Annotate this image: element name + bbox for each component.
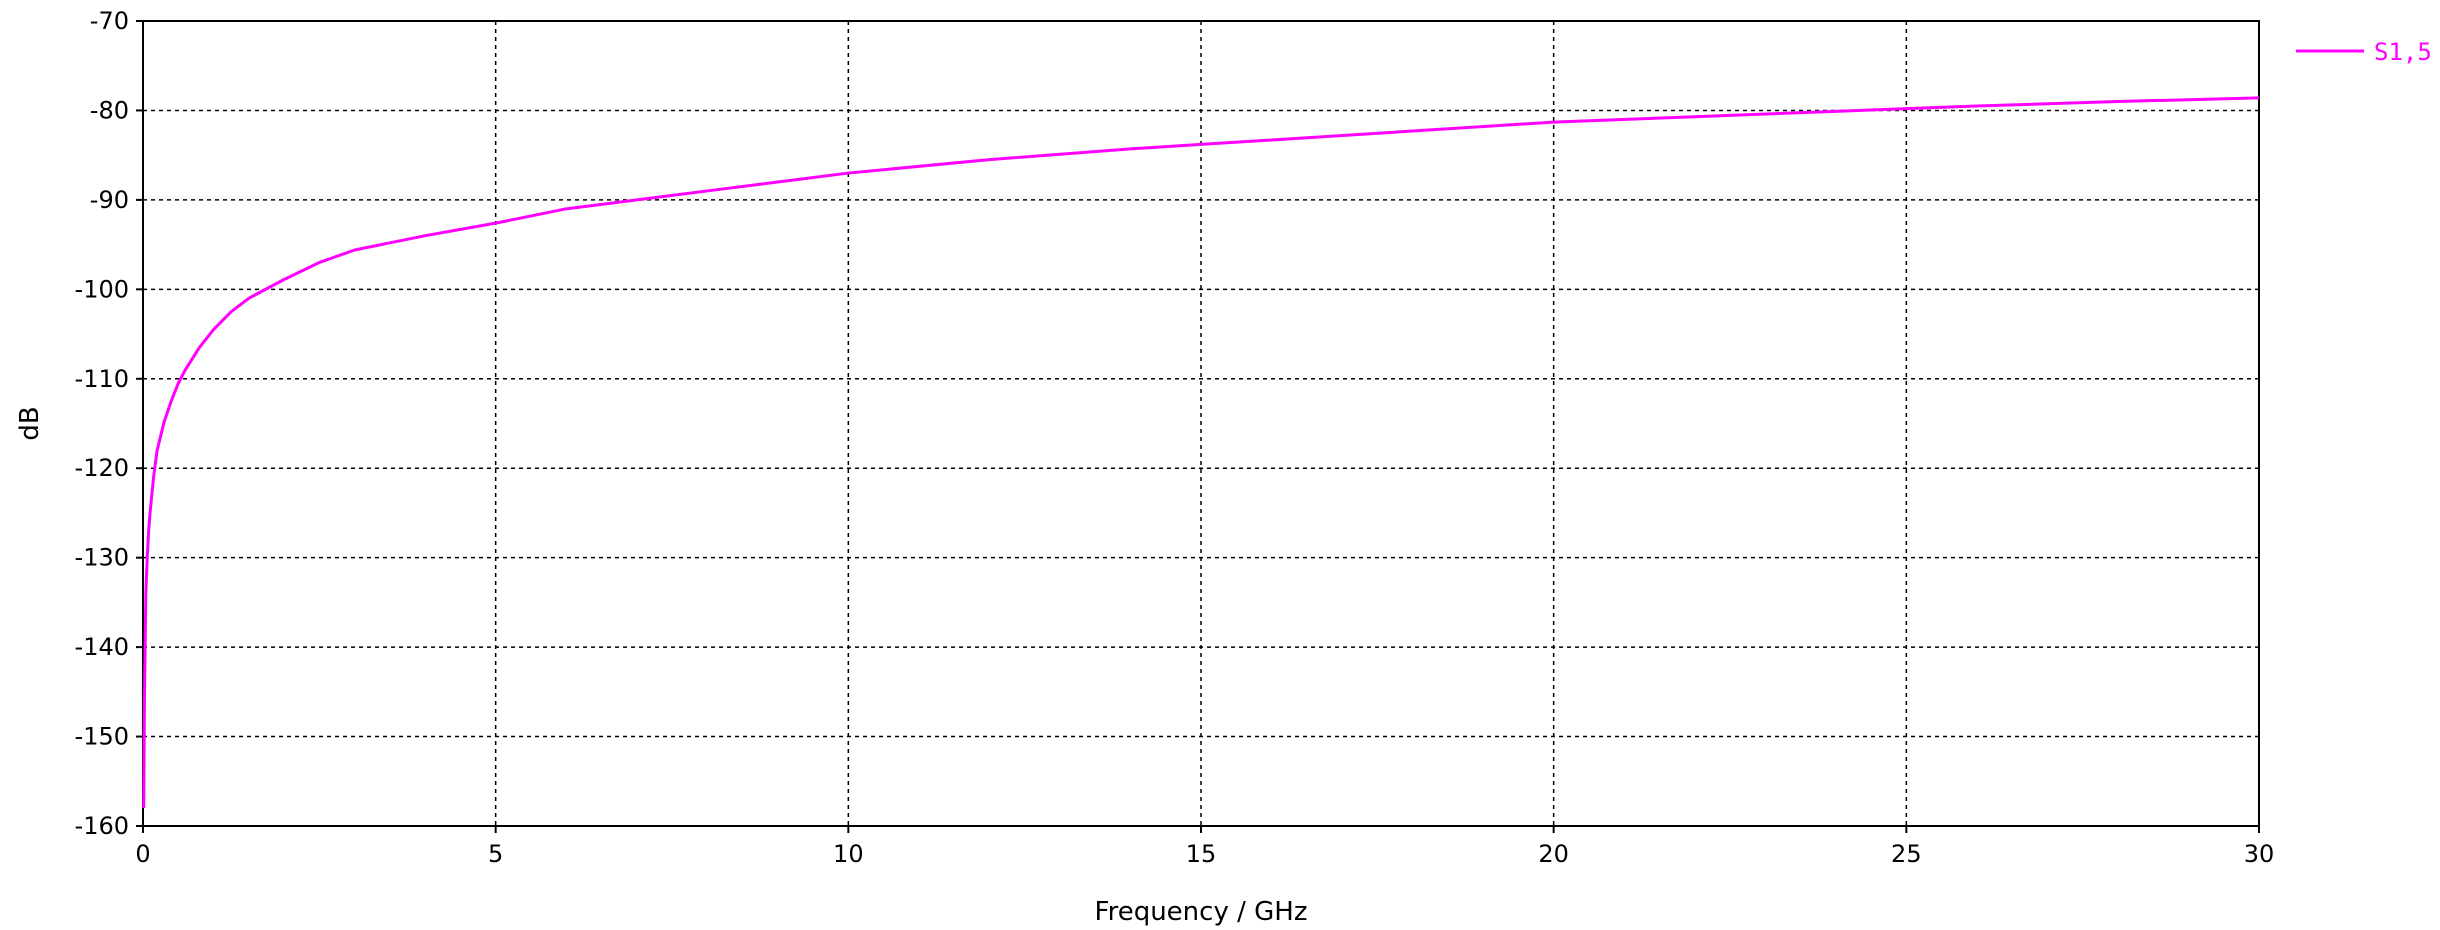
y-tick-label: -110 bbox=[75, 365, 129, 393]
series-line-s1-5 bbox=[142, 96, 2260, 809]
y-tick-label: -100 bbox=[75, 275, 129, 303]
x-tick-label: 15 bbox=[1186, 840, 1217, 868]
x-tick-label: 10 bbox=[833, 840, 864, 868]
x-tick-label: 20 bbox=[1538, 840, 1569, 868]
legend: S1,5 bbox=[2296, 38, 2432, 66]
y-tick-label: -70 bbox=[90, 7, 129, 35]
y-axis-label: dB bbox=[15, 406, 45, 440]
x-tick-label: 0 bbox=[135, 840, 150, 868]
x-axis-label: Frequency / GHz bbox=[1095, 897, 1308, 927]
grid bbox=[143, 21, 2259, 826]
y-tick-label: -80 bbox=[90, 96, 129, 124]
y-tick-label: -150 bbox=[75, 723, 129, 751]
x-tick-label: 30 bbox=[2244, 840, 2275, 868]
x-tick-label: 5 bbox=[488, 840, 503, 868]
legend-label: S1,5 bbox=[2374, 38, 2432, 66]
y-tick-label: -90 bbox=[90, 186, 129, 214]
y-axis-ticks: -70 -80 -90 -100 -110 -120 -130 -140 -150 -160 bbox=[75, 7, 143, 840]
x-tick-label: 25 bbox=[1891, 840, 1922, 868]
y-tick-label: -120 bbox=[75, 454, 129, 482]
x-axis-ticks: 0 5 10 15 20 25 30 bbox=[135, 826, 2274, 868]
y-tick-label: -140 bbox=[75, 633, 129, 661]
y-tick-label: -160 bbox=[75, 812, 129, 840]
y-tick-label: -130 bbox=[75, 544, 129, 572]
series-layer bbox=[142, 96, 2260, 809]
